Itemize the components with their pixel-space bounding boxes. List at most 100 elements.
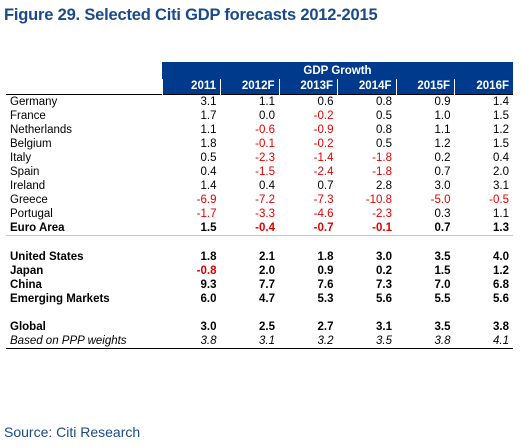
header-blank-cell <box>6 62 162 79</box>
value-cell: -3.3 <box>255 208 275 220</box>
group-header-gdp-growth: GDP Growth <box>162 62 513 79</box>
value-cell: 2.0 <box>493 166 509 178</box>
value-cell: 5.5 <box>434 293 451 305</box>
row-label: Global <box>10 321 46 333</box>
row-label: Euro Area <box>6 221 162 236</box>
value-cell: 1.5 <box>162 221 221 236</box>
value-cell: -4.6 <box>313 208 334 220</box>
value-cell: -0.1 <box>337 221 396 236</box>
value-cell: 3.1 <box>220 334 279 349</box>
value-cell: -1.5 <box>255 166 275 178</box>
value-cell: 0.7 <box>434 166 451 178</box>
value-cell: 1.5 <box>434 265 451 277</box>
value-cell: 2.1 <box>259 251 275 263</box>
spacer-cell <box>6 306 162 320</box>
value-cell: 5.3 <box>317 293 334 305</box>
value-cell: -0.4 <box>220 221 279 236</box>
table-row: Japan -0.8 2.0 0.9 0.2 1.5 1.2 <box>6 264 513 278</box>
value-cell: -0.1 <box>255 138 275 150</box>
value-cell: 2.7 <box>317 321 334 333</box>
row-label: Italy <box>10 152 32 164</box>
value-cell: 1.4 <box>454 94 513 109</box>
value-cell: 1.2 <box>493 124 509 136</box>
value-cell: 2.0 <box>259 265 275 277</box>
value-cell: 1.5 <box>493 138 509 150</box>
row-label: Based on PPP weights <box>6 334 162 349</box>
value-cell: -0.9 <box>313 124 334 136</box>
spacer-cell <box>338 236 397 251</box>
spacer-cell <box>279 306 338 320</box>
value-cell: -0.8 <box>196 265 217 277</box>
value-cell: 6.8 <box>493 279 509 291</box>
spacer-cell <box>455 306 514 320</box>
row-label: Belgium <box>10 138 52 150</box>
spacer-cell <box>221 306 280 320</box>
value-cell: -5.0 <box>430 194 451 206</box>
value-cell: 1.1 <box>200 124 217 136</box>
source-note: Source: Citi Research <box>4 424 141 440</box>
column-header: 2013F <box>278 79 338 95</box>
column-header: 2015F <box>395 79 455 95</box>
table-row: Portugal -1.7 -3.3 -4.6 -2.3 0.3 1.1 <box>6 207 513 221</box>
value-cell: 5.6 <box>493 293 509 305</box>
value-cell: 0.6 <box>279 94 338 109</box>
figure-title: Figure 29. Selected Citi GDP forecasts 2… <box>4 6 378 24</box>
table-row: Global 3.0 2.5 2.7 3.1 3.5 3.8 <box>6 320 513 334</box>
value-cell: 2.5 <box>259 321 275 333</box>
value-cell: -7.3 <box>313 194 334 206</box>
value-cell: 1.8 <box>200 138 217 150</box>
value-cell: -6.9 <box>196 194 217 206</box>
value-cell: 0.7 <box>396 221 455 236</box>
value-cell: -1.8 <box>372 152 392 164</box>
spacer-cell <box>6 236 162 251</box>
spacer-cell <box>396 236 455 251</box>
spacer-cell <box>279 236 338 251</box>
value-cell: 2.8 <box>376 180 392 192</box>
value-cell: 6.0 <box>200 293 217 305</box>
value-cell: 0.5 <box>376 138 392 150</box>
value-cell: 0.4 <box>200 166 217 178</box>
value-cell: 3.0 <box>434 180 451 192</box>
value-cell: 0.4 <box>259 180 275 192</box>
value-cell: 4.0 <box>493 251 509 263</box>
value-cell: 0.4 <box>493 152 509 164</box>
value-cell: 3.1 <box>162 94 221 109</box>
row-label: Emerging Markets <box>10 293 110 305</box>
value-cell: 1.0 <box>434 110 451 122</box>
row-label: Spain <box>10 166 40 178</box>
value-cell: -0.6 <box>255 124 275 136</box>
value-cell: 1.2 <box>493 265 509 277</box>
value-cell: 4.7 <box>259 293 275 305</box>
value-cell: 3.0 <box>200 321 217 333</box>
value-cell: -0.5 <box>489 194 509 206</box>
value-cell: -0.2 <box>313 138 334 150</box>
value-cell: 1.7 <box>200 110 217 122</box>
value-cell: 1.1 <box>493 208 509 220</box>
row-label: France <box>10 110 46 122</box>
value-cell: 1.5 <box>493 110 509 122</box>
value-cell: 3.8 <box>162 334 221 349</box>
row-label: United States <box>10 251 84 263</box>
value-cell: 3.8 <box>493 321 509 333</box>
table-row: Greece -6.9 -7.2 -7.3 -10.8 -5.0 -0.5 <box>6 193 513 207</box>
value-cell: 0.3 <box>434 208 451 220</box>
gdp-table: GDP Growth 2011 2012F 2013F 2014F 2015F … <box>6 62 513 349</box>
column-header: 2011 <box>161 79 221 95</box>
value-cell: 7.7 <box>259 279 275 291</box>
spacer-cell <box>162 236 221 251</box>
value-cell: 9.3 <box>200 279 217 291</box>
row-label: Greece <box>10 194 48 206</box>
spacer-cell <box>338 306 397 320</box>
value-cell: 0.2 <box>434 152 451 164</box>
column-header: 2012F <box>220 79 279 95</box>
table-row: Spain 0.4 -1.5 -2.4 -1.8 0.7 2.0 <box>6 165 513 179</box>
value-cell: 0.8 <box>337 94 396 109</box>
value-cell: 7.6 <box>317 279 334 291</box>
value-cell: 1.8 <box>200 251 217 263</box>
value-cell: 3.1 <box>376 321 392 333</box>
header-blank-cell <box>6 79 162 95</box>
table-row: France 1.7 0.0 -0.2 0.5 1.0 1.5 <box>6 109 513 123</box>
value-cell: 1.4 <box>200 180 217 192</box>
row-label: Portugal <box>10 208 53 220</box>
value-cell: 1.1 <box>434 124 451 136</box>
